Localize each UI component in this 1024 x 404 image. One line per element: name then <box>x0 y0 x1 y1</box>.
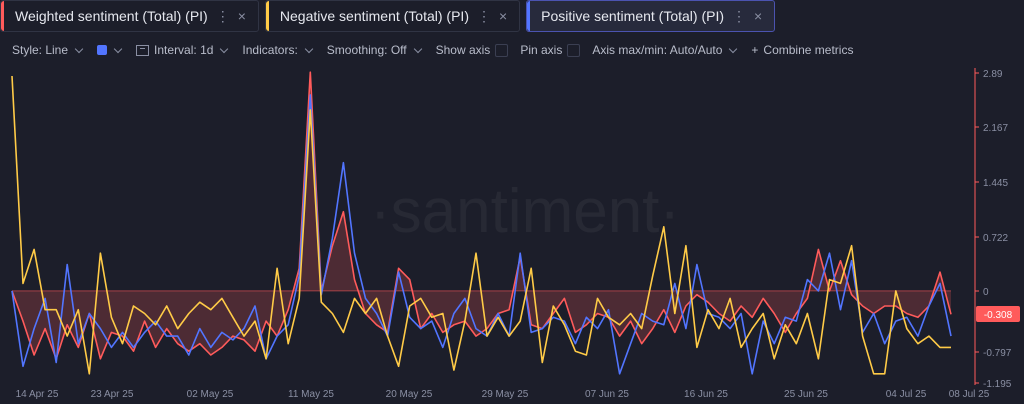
x-tick-label: 11 May 25 <box>288 389 334 400</box>
watermark: ·santiment· <box>370 177 680 246</box>
menu-icon[interactable]: ⋮ <box>732 7 747 24</box>
tab-color-bar <box>1 1 4 31</box>
pin-axis-checkbox[interactable] <box>567 43 581 57</box>
tab-negative-sentiment[interactable]: Negative sentiment (Total) (PI) ⋮ × <box>264 0 521 32</box>
series-line-negative <box>11 75 951 375</box>
tab-label: Negative sentiment (Total) (PI) <box>279 8 469 24</box>
metric-tabs: Weighted sentiment (Total) (PI) ⋮ × Nega… <box>0 0 776 34</box>
y-tick-label: 2.167 <box>983 123 1008 134</box>
tab-label: Weighted sentiment (Total) (PI) <box>15 8 208 24</box>
interval-label: Interval: 1d <box>154 43 214 57</box>
smoothing-dropdown[interactable]: Smoothing: Off <box>327 43 424 57</box>
x-tick-label: 29 May 25 <box>482 389 529 400</box>
x-tick-label: 23 Apr 25 <box>91 389 134 400</box>
close-icon[interactable]: × <box>237 8 246 24</box>
tab-weighted-sentiment[interactable]: Weighted sentiment (Total) (PI) ⋮ × <box>0 0 259 32</box>
x-tick-label: 14 Apr 25 <box>16 389 59 400</box>
y-tick-label: 1.445 <box>983 178 1008 189</box>
show-axis-checkbox[interactable] <box>495 43 509 57</box>
last-value-label: -0.308 <box>984 310 1013 321</box>
series-line-positive <box>11 94 952 375</box>
axis-maxmin-dropdown[interactable]: Axis max/min: Auto/Auto <box>592 43 739 57</box>
y-tick-label: -1.195 <box>983 379 1012 390</box>
x-tick-label: 25 Jun 25 <box>784 389 828 400</box>
y-tick-label: 0.722 <box>983 233 1008 244</box>
y-tick-label: 0 <box>983 287 989 298</box>
axis-maxmin-label: Axis max/min: Auto/Auto <box>592 43 723 57</box>
calendar-icon <box>136 44 150 56</box>
chart-toolbar: Style: Line Interval: 1d Indicators: Smo… <box>0 40 1024 60</box>
menu-icon[interactable]: ⋮ <box>476 7 491 24</box>
show-axis-toggle[interactable]: Show axis <box>436 43 509 57</box>
menu-icon[interactable]: ⋮ <box>215 7 230 24</box>
color-swatch <box>97 45 108 55</box>
last-value-badge <box>976 306 1020 322</box>
lines-layer <box>11 71 952 375</box>
combine-metrics-button[interactable]: + Combine metrics <box>751 43 853 57</box>
color-picker[interactable] <box>97 44 124 55</box>
tab-color-bar <box>527 1 531 31</box>
x-tick-label: 02 May 25 <box>187 389 234 400</box>
indicators-dropdown[interactable]: Indicators: <box>242 43 314 57</box>
close-icon[interactable]: × <box>754 8 763 24</box>
x-tick-label: 16 Jun 25 <box>684 389 728 400</box>
style-label: Style: Line <box>12 43 69 57</box>
x-axis: 14 Apr 25 23 Apr 25 02 May 25 11 May 25 20 M… <box>16 389 990 400</box>
y-axis: 2.89 2.167 1.445 0.722 0 -0.797 -1.195 -0.308 <box>974 68 1020 390</box>
pin-axis-label: Pin axis <box>520 43 563 57</box>
x-tick-label: 20 May 25 <box>386 389 433 400</box>
tab-positive-sentiment[interactable]: Positive sentiment (Total) (PI) ⋮ × <box>526 0 776 32</box>
series-area-weighted <box>12 72 951 359</box>
x-tick-label: 04 Jul 25 <box>886 389 927 400</box>
interval-dropdown[interactable]: Interval: 1d <box>136 43 230 57</box>
x-tick-label: 07 Jun 25 <box>585 389 629 400</box>
x-tick-label: 08 Jul 25 <box>949 389 990 400</box>
tab-color-bar <box>265 1 269 31</box>
indicators-label: Indicators: <box>242 43 298 57</box>
show-axis-label: Show axis <box>435 43 491 57</box>
y-tick-label: -0.797 <box>983 348 1012 359</box>
y-tick-label: 2.89 <box>983 69 1003 80</box>
style-dropdown[interactable]: Style: Line <box>12 43 85 57</box>
smoothing-label: Smoothing: Off <box>326 43 407 57</box>
tab-label: Positive sentiment (Total) (PI) <box>541 8 725 24</box>
plus-icon: + <box>751 43 759 57</box>
combine-metrics-label: Combine metrics <box>763 43 854 57</box>
close-icon[interactable]: × <box>498 8 508 24</box>
pin-axis-toggle[interactable]: Pin axis <box>520 43 581 57</box>
